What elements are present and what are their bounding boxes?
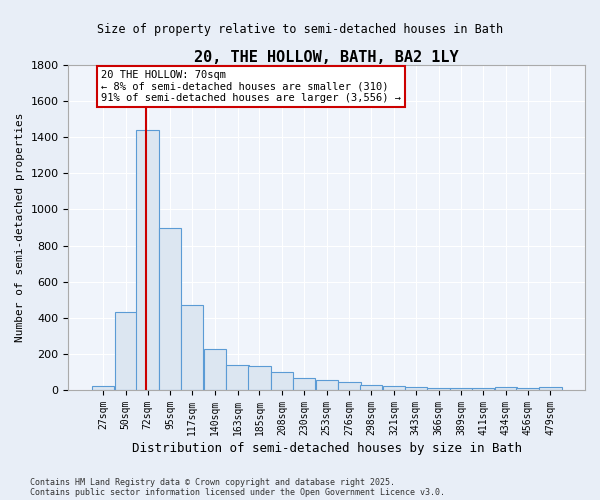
Bar — [159, 228, 181, 390]
Bar — [248, 366, 271, 390]
Bar — [360, 384, 382, 390]
Bar — [517, 388, 539, 390]
Text: Size of property relative to semi-detached houses in Bath: Size of property relative to semi-detach… — [97, 22, 503, 36]
Title: 20, THE HOLLOW, BATH, BA2 1LY: 20, THE HOLLOW, BATH, BA2 1LY — [194, 50, 459, 65]
Text: Contains HM Land Registry data © Crown copyright and database right 2025.: Contains HM Land Registry data © Crown c… — [30, 478, 395, 487]
Bar — [293, 378, 315, 390]
Text: 20 THE HOLLOW: 70sqm
← 8% of semi-detached houses are smaller (310)
91% of semi-: 20 THE HOLLOW: 70sqm ← 8% of semi-detach… — [101, 70, 401, 103]
Bar — [495, 388, 517, 390]
Bar — [404, 388, 427, 390]
Bar — [316, 380, 338, 390]
Bar — [450, 388, 472, 390]
Bar — [271, 372, 293, 390]
Bar — [472, 388, 494, 390]
Bar — [204, 350, 226, 390]
Bar — [136, 130, 158, 390]
Bar — [92, 386, 114, 390]
Bar — [383, 386, 405, 390]
Y-axis label: Number of semi-detached properties: Number of semi-detached properties — [15, 113, 25, 342]
Bar — [181, 305, 203, 390]
Bar — [539, 388, 562, 390]
Text: Contains public sector information licensed under the Open Government Licence v3: Contains public sector information licen… — [30, 488, 445, 497]
Bar — [115, 312, 137, 390]
Bar — [427, 388, 449, 390]
X-axis label: Distribution of semi-detached houses by size in Bath: Distribution of semi-detached houses by … — [132, 442, 522, 455]
Bar — [338, 382, 361, 390]
Bar — [226, 365, 249, 390]
